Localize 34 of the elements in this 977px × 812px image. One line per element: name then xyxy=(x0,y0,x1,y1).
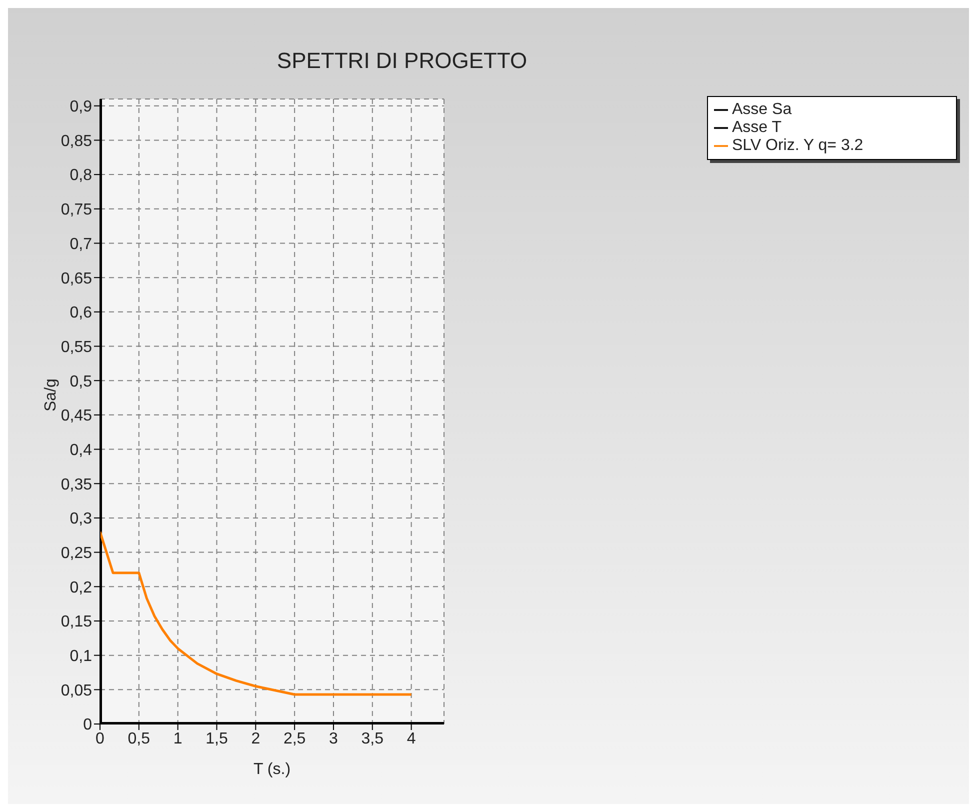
y-tick-label: 0,6 xyxy=(70,304,92,322)
chart-title: SPETTRI DI PROGETTO xyxy=(276,48,528,74)
legend-label: Asse T xyxy=(732,119,782,136)
y-tick-label: 0,4 xyxy=(70,442,92,459)
y-tick-label: 0,15 xyxy=(60,614,92,631)
y-tick-label: 0,7 xyxy=(70,236,92,253)
x-tick-label: 0 xyxy=(96,730,105,748)
x-tick-label: 0,5 xyxy=(128,730,150,748)
y-tick-label: 0,5 xyxy=(70,373,92,390)
y-tick-label: 0,3 xyxy=(70,510,92,528)
y-tick-label: 0,35 xyxy=(60,476,92,494)
y-tick-label: 0,05 xyxy=(60,682,92,700)
legend-label: Asse Sa xyxy=(732,101,792,118)
x-axis-title: T (s.) xyxy=(253,761,291,778)
x-tick-label: 1 xyxy=(173,730,182,748)
y-tick-label: 0,8 xyxy=(70,167,92,184)
y-tick-label: 0,85 xyxy=(60,132,92,150)
y-tick-label: 0,65 xyxy=(60,270,92,288)
x-tick-label: 1,5 xyxy=(206,730,228,748)
x-tick-label: 4 xyxy=(406,730,416,748)
x-tick-label: 2,5 xyxy=(283,730,306,748)
y-tick-label: 0,9 xyxy=(70,98,92,116)
x-tick-label: 3,5 xyxy=(361,730,384,748)
y-tick-label: 0,1 xyxy=(70,648,92,665)
y-tick-label: 0,25 xyxy=(60,544,92,562)
y-tick-label: 0,2 xyxy=(70,579,92,596)
y-tick-label: 0,55 xyxy=(60,338,92,356)
y-tick-label: 0 xyxy=(83,716,92,734)
legend-label: SLV Oriz. Y q= 3.2 xyxy=(732,137,864,154)
x-tick-label: 2 xyxy=(251,730,260,748)
y-tick-label: 0,45 xyxy=(60,408,92,425)
y-axis-title: Sa/g xyxy=(42,378,60,412)
x-tick-label: 3 xyxy=(329,730,338,748)
y-tick-label: 0,75 xyxy=(60,202,92,219)
